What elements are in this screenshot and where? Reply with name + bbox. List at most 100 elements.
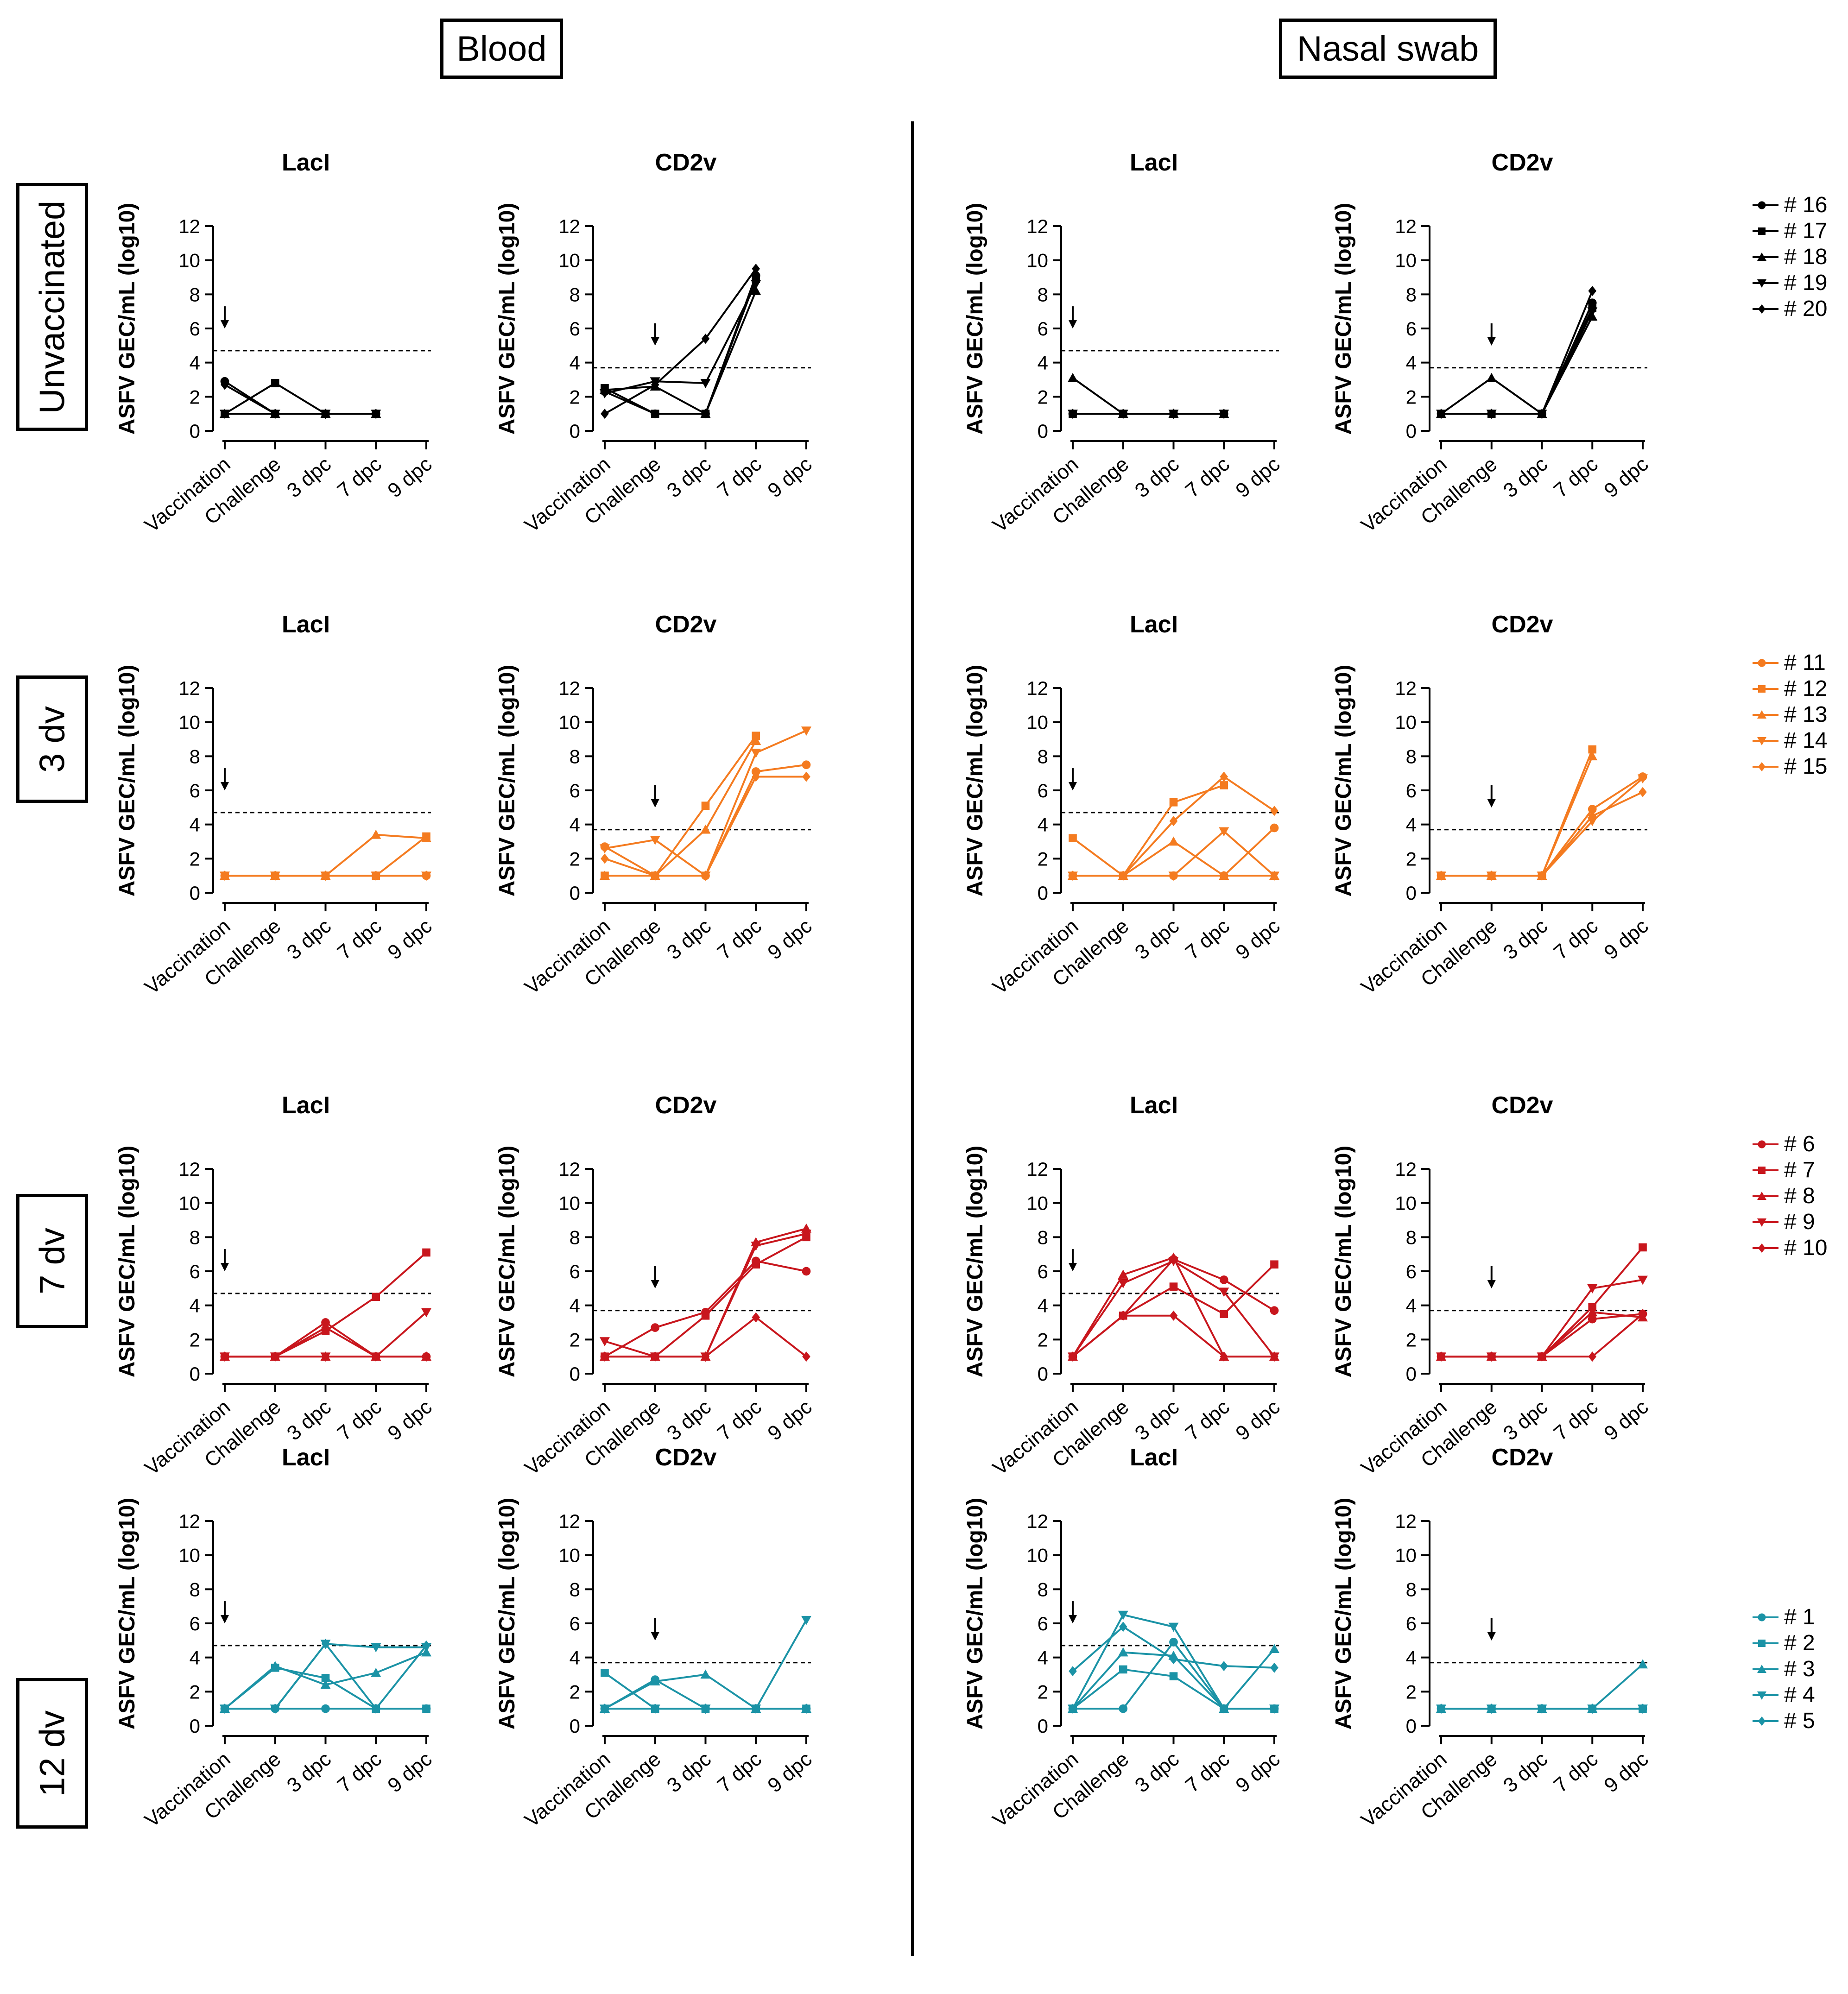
data-point xyxy=(751,749,761,758)
chart-title: LacI xyxy=(1130,611,1178,638)
series-line xyxy=(1441,749,1594,877)
legend-marker xyxy=(1753,1243,1778,1253)
data-point xyxy=(1269,1644,1279,1653)
y-tick-label: 6 xyxy=(1038,780,1048,801)
arrow-head xyxy=(651,1280,659,1288)
y-tick-label: 10 xyxy=(178,250,200,271)
data-point xyxy=(1639,1243,1647,1252)
series-line xyxy=(1441,776,1644,877)
data-point xyxy=(1169,1638,1178,1647)
data-point xyxy=(421,1308,431,1318)
y-tick-label: 8 xyxy=(1038,1226,1048,1248)
blood-header: Blood xyxy=(440,19,563,79)
legend-item: # 19 xyxy=(1752,270,1827,296)
data-point xyxy=(701,1704,710,1714)
data-point xyxy=(422,871,430,881)
arrow-head xyxy=(221,1615,229,1624)
arrow-head xyxy=(651,337,659,346)
data-point xyxy=(650,836,660,845)
y-tick-label: 8 xyxy=(570,1578,580,1600)
y-tick-label: 2 xyxy=(570,1681,580,1703)
legend-label: # 7 xyxy=(1784,1158,1815,1182)
down-arrow-icon xyxy=(651,785,659,808)
series-line xyxy=(225,833,427,877)
data-point xyxy=(1118,1610,1128,1620)
series-line xyxy=(1072,1626,1275,1672)
legend-shape xyxy=(1758,1613,1766,1622)
chart-title: CD2v xyxy=(655,611,717,638)
x-tick-label: 9 dpc xyxy=(763,915,816,964)
y-tick-label: 2 xyxy=(1406,1329,1417,1350)
x-tick-label: 7 dpc xyxy=(1550,915,1602,964)
legend-marker xyxy=(1753,201,1778,209)
x-tick-label: 7 dpc xyxy=(1181,915,1234,964)
y-axis-label: ASFV GEC/mL (log10) xyxy=(963,203,987,435)
legend-item: # 1 xyxy=(1752,1604,1815,1630)
down-arrow-icon xyxy=(1487,785,1496,808)
data-point xyxy=(802,1351,810,1362)
data-point xyxy=(1538,409,1546,419)
legend-shape xyxy=(1757,1218,1766,1227)
legend-item: # 7 xyxy=(1752,1157,1827,1183)
y-tick-label: 12 xyxy=(178,1510,200,1532)
x-tick-label: 7 dpc xyxy=(713,1395,766,1445)
y-tick-label: 6 xyxy=(190,780,200,801)
y-axis-label: ASFV GEC/mL (log10) xyxy=(115,203,139,435)
y-tick-label: 0 xyxy=(190,1363,200,1385)
diamond-marker-icon xyxy=(1752,754,1784,780)
y-tick-label: 4 xyxy=(190,352,200,374)
triangle-down-marker-icon xyxy=(1752,270,1784,296)
y-tick-label: 4 xyxy=(190,1647,200,1669)
data-point xyxy=(1587,751,1598,761)
legend-label: # 6 xyxy=(1784,1132,1815,1156)
y-tick-label: 12 xyxy=(1395,1158,1417,1180)
series-line xyxy=(605,1227,807,1358)
data-point xyxy=(422,1351,430,1362)
y-tick-label: 0 xyxy=(1406,1715,1417,1737)
legend-shape xyxy=(1758,659,1766,667)
data-point xyxy=(802,1704,810,1714)
data-point xyxy=(1270,1351,1278,1362)
legend-item: # 5 xyxy=(1752,1708,1815,1734)
x-tick-label: 3 dpc xyxy=(283,915,335,964)
data-point xyxy=(1069,834,1077,842)
y-tick-label: 0 xyxy=(570,420,580,442)
series-line xyxy=(1441,290,1594,415)
x-tick-label: 7 dpc xyxy=(333,1395,386,1445)
circle-marker-icon xyxy=(1752,192,1784,218)
data-point xyxy=(1639,787,1647,797)
data-point xyxy=(1588,1303,1597,1312)
y-tick-label: 10 xyxy=(178,712,200,733)
y-tick-label: 2 xyxy=(570,848,580,870)
y-tick-label: 10 xyxy=(558,712,580,733)
y-axis-label: ASFV GEC/mL (log10) xyxy=(495,1146,519,1378)
data-point xyxy=(1588,1351,1597,1362)
data-point xyxy=(752,1312,760,1323)
data-point xyxy=(1169,1672,1178,1680)
legend-unvaccinated: # 16 # 17 # 18 # 19 # 20 xyxy=(1752,192,1827,322)
x-tick-label: 3 dpc xyxy=(1131,453,1183,502)
chart-title: LacI xyxy=(1130,149,1178,176)
legend-marker xyxy=(1753,685,1778,693)
y-tick-label: 4 xyxy=(1406,352,1417,374)
data-point xyxy=(271,1704,279,1714)
data-point xyxy=(601,1704,609,1714)
y-tick-label: 4 xyxy=(570,1647,580,1669)
arrow-head xyxy=(1069,1263,1077,1272)
data-point xyxy=(1487,1351,1496,1362)
y-tick-label: 10 xyxy=(558,250,580,271)
data-point xyxy=(701,801,710,810)
y-tick-label: 0 xyxy=(190,882,200,904)
y-tick-label: 0 xyxy=(570,1715,580,1737)
data-point xyxy=(372,871,380,881)
data-point xyxy=(651,1351,659,1362)
legend-item: # 20 xyxy=(1752,296,1827,322)
y-tick-label: 2 xyxy=(1406,1681,1417,1703)
data-point xyxy=(422,1640,430,1651)
data-point xyxy=(320,1352,331,1362)
y-tick-label: 0 xyxy=(1038,882,1048,904)
data-point xyxy=(321,409,330,419)
legend-marker xyxy=(1753,279,1778,288)
x-tick-label: 3 dpc xyxy=(1131,915,1183,964)
